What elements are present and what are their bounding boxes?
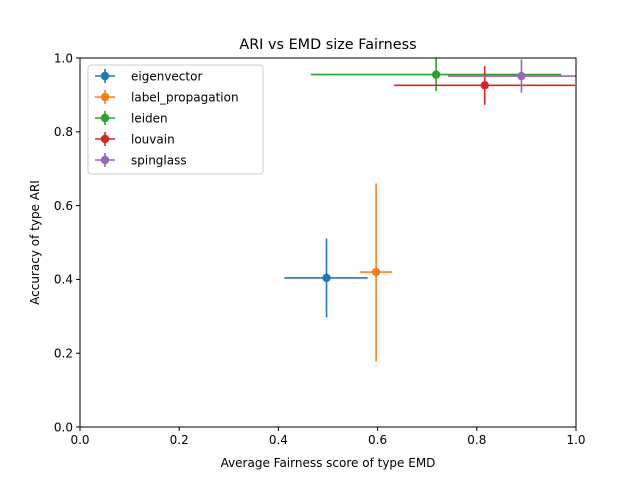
legend-label: leiden — [131, 112, 168, 126]
y-tick-label: 0.8 — [54, 125, 73, 139]
y-tick-label: 0.6 — [54, 199, 73, 213]
legend-box — [87, 64, 264, 175]
legend-label: spinglass — [131, 154, 187, 168]
x-axis: 0.0 0.2 0.4 0.6 0.8 1.0 — [70, 427, 586, 447]
legend-item-spinglass[interactable]: spinglass — [95, 153, 187, 168]
x-tick-label: 0.4 — [269, 433, 288, 447]
legend-item-label-propagation[interactable]: label_propagation — [95, 90, 239, 105]
series-spinglass — [448, 59, 576, 93]
y-tick-label: 0.0 — [54, 420, 73, 434]
x-tick-label: 0.6 — [368, 433, 387, 447]
data-point[interactable] — [322, 273, 331, 283]
legend-item-leiden[interactable]: leiden — [95, 111, 168, 126]
legend-label: label_propagation — [131, 91, 239, 105]
legend-item-eigenvector[interactable]: eigenvector — [95, 69, 202, 84]
legend-marker — [100, 92, 110, 102]
series-label-propagation — [360, 183, 392, 362]
plot-area — [284, 58, 576, 362]
data-point[interactable] — [371, 267, 381, 277]
axes-frame — [79, 57, 577, 428]
legend-item-louvain[interactable]: louvain — [95, 132, 175, 147]
legend-label: louvain — [131, 133, 175, 147]
x-tick-label: 0.8 — [467, 433, 486, 447]
x-tick-label: 1.0 — [566, 433, 585, 447]
data-point[interactable] — [431, 70, 441, 79]
legend-marker — [100, 134, 110, 144]
y-axis-label: Accuracy of type ARI — [28, 180, 42, 305]
x-tick-label: 0.0 — [70, 433, 89, 447]
data-point[interactable] — [480, 81, 489, 90]
chart-title: ARI vs EMD size Fairness — [239, 37, 416, 53]
y-tick-label: 0.2 — [54, 347, 73, 361]
series-eigenvector — [284, 238, 368, 318]
legend-label: eigenvector — [131, 70, 202, 84]
legend-marker — [100, 113, 110, 123]
x-tick-label: 0.2 — [170, 433, 189, 447]
y-tick-label: 1.0 — [54, 51, 73, 65]
legend-marker — [100, 155, 110, 165]
x-axis-label: Average Fairness score of type EMD — [221, 456, 436, 470]
series-louvain — [393, 66, 576, 105]
data-point[interactable] — [517, 71, 526, 81]
y-tick-label: 0.4 — [54, 273, 73, 287]
y-axis: 0.0 0.2 0.4 0.6 0.8 1.0 — [54, 51, 80, 434]
legend-marker — [100, 71, 110, 81]
